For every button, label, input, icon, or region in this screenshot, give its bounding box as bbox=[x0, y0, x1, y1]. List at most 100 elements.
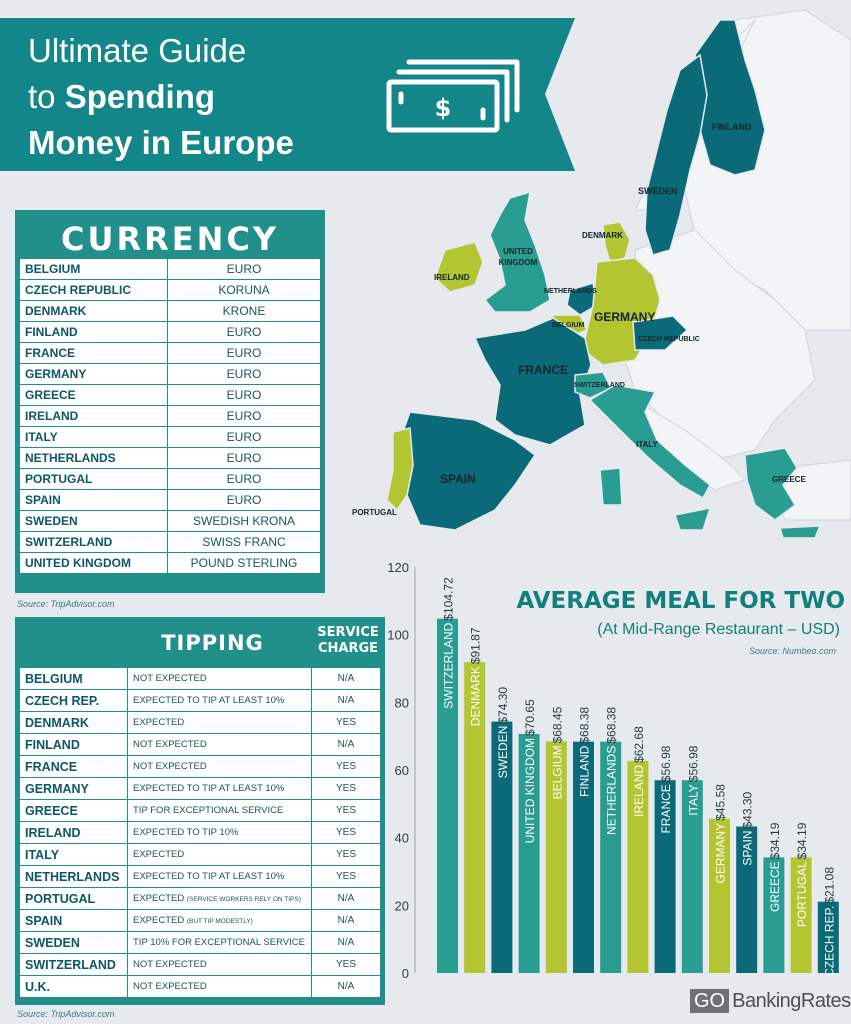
bar-italy bbox=[681, 780, 703, 973]
tipping-country: GREECE bbox=[19, 799, 128, 822]
bar-category-label: GREECE bbox=[768, 861, 782, 912]
bar-category-label: ITALY bbox=[686, 784, 700, 816]
bar-category-label: NETHERLANDS bbox=[605, 746, 619, 835]
bar-value-label: $34.19 bbox=[795, 822, 809, 859]
tipping-text: NOT EXPECTED bbox=[133, 761, 207, 772]
logo-go: GO bbox=[690, 989, 730, 1013]
service-charge-value: YES bbox=[311, 865, 381, 888]
bar-value-label: $62.68 bbox=[632, 726, 646, 763]
map-netherlands bbox=[566, 282, 598, 316]
tipping-text: EXPECTED TO TIP AT LEAST 10% bbox=[133, 783, 285, 794]
bar-greece bbox=[763, 857, 785, 973]
bar-switzerland bbox=[437, 618, 458, 973]
map-label-spain: SPAIN bbox=[440, 472, 476, 486]
tipping-expectation: EXPECTED bbox=[127, 843, 312, 866]
tipping-note: (BUT TIP MODESTLY) bbox=[186, 918, 253, 925]
tipping-row: IRELAND EXPECTED TO TIP 10% YES bbox=[19, 821, 381, 844]
gobankingrates-logo: GO BankingRates bbox=[690, 988, 851, 1014]
currency-row: SPAIN EURO bbox=[19, 489, 321, 511]
tipping-note: (SERVICE WORKERS RELY ON TIPS) bbox=[186, 896, 301, 903]
bar-sweden bbox=[491, 721, 513, 973]
bar-value-label: $104.72 bbox=[442, 577, 456, 621]
bar-category-label: SPAIN bbox=[741, 831, 755, 866]
y-tick-label: 40 bbox=[395, 831, 409, 846]
currency-value: EURO bbox=[167, 384, 321, 406]
currency-country: ITALY bbox=[19, 426, 168, 448]
tipping-country: GERMANY bbox=[19, 777, 128, 800]
tipping-text: TIP 10% FOR EXCEPTIONAL SERVICE bbox=[133, 937, 305, 948]
tipping-table: BELGIUM NOT EXPECTED N/A CZECH REP. EXPECTED… bbox=[19, 667, 381, 998]
bar-value-label: $68.38 bbox=[578, 707, 592, 744]
chart-source: Source: Numbeo.com bbox=[748, 646, 836, 656]
tipping-expectation: EXPECTED bbox=[127, 711, 312, 734]
service-charge-title: SERVICE CHARGE bbox=[312, 625, 384, 657]
y-tick-label: 0 bbox=[402, 966, 409, 981]
map-denmark bbox=[602, 221, 631, 263]
y-tick-label: 60 bbox=[395, 763, 409, 778]
tipping-text: NOT EXPECTED bbox=[133, 959, 207, 970]
currency-row: CZECH REPUBLIC KORUNA bbox=[19, 279, 321, 301]
bar-category-label: IRELAND bbox=[632, 765, 646, 817]
chart-subtitle: (At Mid-Range Restaurant – USD) bbox=[597, 621, 840, 638]
currency-table: BELGIUM EURO CZECH REPUBLIC KORUNA DENMARK KR… bbox=[19, 258, 321, 574]
currency-value: EURO bbox=[167, 447, 321, 469]
tipping-row: NETHERLANDS EXPECTED TO TIP AT LEAST 10% Y… bbox=[19, 865, 381, 888]
currency-title: CURRENCY bbox=[60, 220, 280, 258]
map-portugal bbox=[386, 427, 414, 512]
map-label-netherlands: NETHERLANDS bbox=[544, 288, 597, 295]
map-label-germany: GERMANY bbox=[594, 310, 656, 324]
y-tick-label: 80 bbox=[395, 695, 409, 710]
bar-category-label: CZECH REP. bbox=[822, 906, 836, 977]
service-charge-value: YES bbox=[311, 799, 381, 822]
currency-country: FRANCE bbox=[19, 342, 168, 364]
map-label-italy: ITALY bbox=[636, 440, 658, 449]
bar-united-kingdom bbox=[518, 733, 540, 973]
bar-value-label: $91.87 bbox=[469, 627, 483, 664]
tipping-row: DENMARK EXPECTED YES bbox=[19, 711, 381, 734]
bar-finland bbox=[573, 741, 594, 973]
currency-row: GREECE EURO bbox=[19, 384, 321, 406]
tipping-source: Source: TripAdvisor.com bbox=[17, 1009, 115, 1019]
currency-value: EURO bbox=[167, 363, 321, 385]
bar-value-label: $56.98 bbox=[659, 745, 673, 782]
money-bills-icon: $ bbox=[386, 59, 520, 133]
tipping-expectation: NOT EXPECTED bbox=[127, 755, 312, 778]
map-label-sweden: SWEDEN bbox=[638, 186, 678, 196]
bar-value-label: $70.65 bbox=[523, 699, 537, 736]
currency-row: SWEDEN SWEDISH KRONA bbox=[19, 510, 321, 532]
currency-value: EURO bbox=[167, 468, 321, 490]
tipping-row: GREECE TIP FOR EXCEPTIONAL SERVICE YES bbox=[19, 799, 381, 822]
currency-country: FINLAND bbox=[19, 321, 168, 343]
bar-value-label: $21.08 bbox=[822, 867, 836, 904]
currency-row: NETHERLANDS EURO bbox=[19, 447, 321, 469]
service-charge-value: N/A bbox=[311, 733, 381, 756]
bar-germany bbox=[709, 818, 730, 973]
currency-value: KORUNA bbox=[167, 279, 321, 301]
currency-country: GERMANY bbox=[19, 363, 168, 385]
tipping-expectation: TIP FOR EXCEPTIONAL SERVICE bbox=[127, 799, 312, 822]
currency-row: BELGIUM EURO bbox=[19, 258, 321, 280]
service-charge-title-line-1: SERVICE bbox=[317, 625, 379, 640]
currency-row: SWITZERLAND SWISS FRANC bbox=[19, 531, 321, 553]
currency-panel: CURRENCY BELGIUM EURO CZECH REPUBLIC KORUNA… bbox=[15, 210, 325, 593]
y-tick-label: 120 bbox=[387, 560, 409, 575]
service-charge-title-line-2: CHARGE bbox=[317, 641, 379, 656]
currency-value: EURO bbox=[167, 426, 321, 448]
tipping-text: EXPECTED TO TIP AT LEAST 10% bbox=[133, 871, 285, 882]
tipping-country: FRANCE bbox=[19, 755, 128, 778]
currency-country: UNITED KINGDOM bbox=[19, 552, 168, 574]
currency-country: SWEDEN bbox=[19, 510, 168, 532]
map-label-united-kingdom: UNITED KINGDOM bbox=[498, 247, 538, 267]
tipping-country: CZECH REP. bbox=[19, 689, 128, 712]
currency-country: SWITZERLAND bbox=[19, 531, 168, 553]
tipping-text: TIP FOR EXCEPTIONAL SERVICE bbox=[133, 805, 284, 816]
map-label-czech-republic: CZECH REPUBLIC bbox=[638, 336, 700, 343]
bar-netherlands bbox=[600, 741, 622, 973]
bar-value-label: $56.98 bbox=[686, 745, 700, 782]
tipping-expectation: EXPECTED (BUT TIP MODESTLY) bbox=[127, 909, 312, 932]
bar-czech-rep bbox=[817, 901, 839, 973]
y-tick-label: 100 bbox=[387, 628, 409, 643]
currency-row: GERMANY EURO bbox=[19, 363, 321, 385]
bar-category-label: SWITZERLAND bbox=[442, 622, 456, 708]
map-greece bbox=[744, 447, 822, 539]
